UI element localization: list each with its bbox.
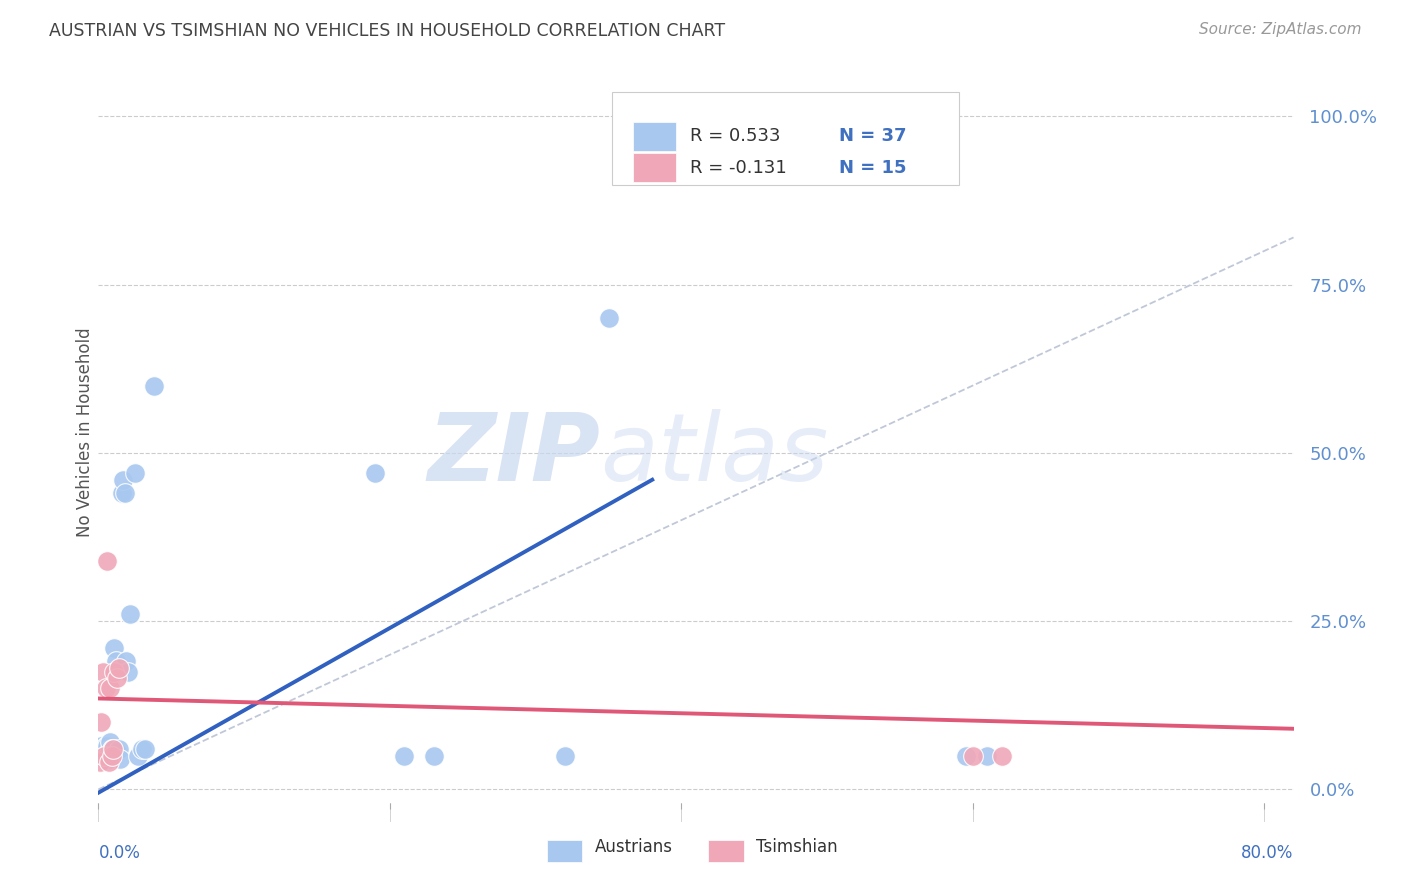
Point — [94, 739, 117, 753]
Y-axis label: No Vehicles in Household: No Vehicles in Household — [76, 327, 94, 538]
Text: Source: ZipAtlas.com: Source: ZipAtlas.com — [1198, 22, 1361, 37]
Point — [96, 553, 118, 567]
Point — [98, 742, 121, 756]
Point — [991, 748, 1014, 763]
Point — [96, 739, 118, 753]
Point — [364, 466, 387, 480]
Point — [108, 661, 131, 675]
Point — [976, 748, 998, 763]
Point — [98, 735, 121, 749]
Bar — [547, 840, 582, 862]
Text: ZIP: ZIP — [427, 409, 600, 500]
Point — [955, 748, 977, 763]
Text: R = -0.131: R = -0.131 — [690, 159, 787, 177]
Point — [422, 748, 444, 763]
Text: Austrians: Austrians — [595, 838, 672, 856]
Point — [598, 311, 620, 326]
Point — [131, 742, 153, 756]
Point — [96, 742, 118, 756]
Point — [134, 742, 156, 756]
Text: AUSTRIAN VS TSIMSHIAN NO VEHICLES IN HOUSEHOLD CORRELATION CHART: AUSTRIAN VS TSIMSHIAN NO VEHICLES IN HOU… — [49, 22, 725, 40]
FancyBboxPatch shape — [613, 92, 959, 185]
Text: 0.0%: 0.0% — [98, 844, 141, 862]
Point — [90, 714, 112, 729]
Point — [394, 748, 416, 763]
Text: N = 15: N = 15 — [839, 159, 907, 177]
Bar — [709, 840, 744, 862]
Text: 80.0%: 80.0% — [1241, 844, 1294, 862]
Point — [101, 742, 124, 756]
Point — [89, 745, 111, 759]
Bar — [633, 121, 676, 152]
Point — [89, 756, 111, 770]
Point — [110, 752, 132, 766]
Point — [111, 486, 134, 500]
Point — [103, 665, 125, 679]
Point — [115, 655, 138, 669]
Point — [94, 681, 117, 696]
Point — [93, 742, 115, 756]
Point — [91, 665, 114, 679]
Point — [105, 745, 128, 759]
Bar — [633, 153, 676, 182]
Point — [117, 665, 139, 679]
Point — [104, 655, 127, 669]
Point — [101, 742, 124, 756]
Point — [93, 748, 115, 763]
Point — [97, 752, 120, 766]
Text: Tsimshian: Tsimshian — [756, 838, 838, 856]
Text: N = 37: N = 37 — [839, 128, 907, 145]
Point — [103, 640, 125, 655]
Point — [120, 607, 142, 622]
Point — [114, 486, 136, 500]
Point — [90, 739, 112, 753]
Point — [127, 748, 149, 763]
Point — [105, 671, 128, 685]
Point — [142, 378, 165, 392]
Text: R = 0.533: R = 0.533 — [690, 128, 780, 145]
Point — [91, 742, 114, 756]
Point — [962, 748, 984, 763]
Point — [100, 742, 122, 756]
Text: atlas: atlas — [600, 409, 828, 500]
Point — [112, 473, 135, 487]
Point — [124, 466, 146, 480]
Point — [97, 756, 120, 770]
Point — [108, 742, 131, 756]
Point — [100, 748, 122, 763]
Point — [554, 748, 576, 763]
Point — [94, 742, 117, 756]
Point — [91, 745, 114, 759]
Point — [98, 681, 121, 696]
